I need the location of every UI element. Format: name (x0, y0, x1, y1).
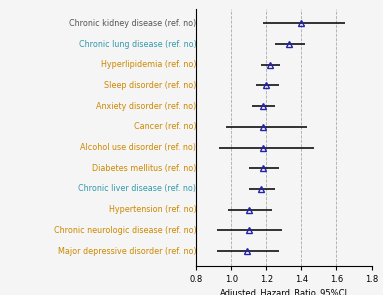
Text: Hypertension (ref. no): Hypertension (ref. no) (109, 205, 196, 214)
Text: Major depressive disorder (ref. no): Major depressive disorder (ref. no) (58, 247, 196, 255)
Text: Hyperlipidemia (ref. no): Hyperlipidemia (ref. no) (101, 60, 196, 69)
Text: Chronic kidney disease (ref. no): Chronic kidney disease (ref. no) (69, 19, 196, 28)
Text: Sleep disorder (ref. no): Sleep disorder (ref. no) (104, 81, 196, 90)
Text: Cancer (ref. no): Cancer (ref. no) (134, 122, 196, 131)
Text: Alcohol use disorder (ref. no): Alcohol use disorder (ref. no) (80, 143, 196, 152)
Text: Chronic neurologic disease (ref. no): Chronic neurologic disease (ref. no) (54, 226, 196, 235)
Text: Anxiety disorder (ref. no): Anxiety disorder (ref. no) (96, 102, 196, 111)
Text: Diabetes mellitus (ref. no): Diabetes mellitus (ref. no) (92, 164, 196, 173)
Text: Chronic lung disease (ref. no): Chronic lung disease (ref. no) (79, 40, 196, 49)
Text: Chronic liver disease (ref. no): Chronic liver disease (ref. no) (79, 184, 196, 194)
X-axis label: Adjusted_Hazard_Ratio_95%CI: Adjusted_Hazard_Ratio_95%CI (220, 289, 348, 295)
